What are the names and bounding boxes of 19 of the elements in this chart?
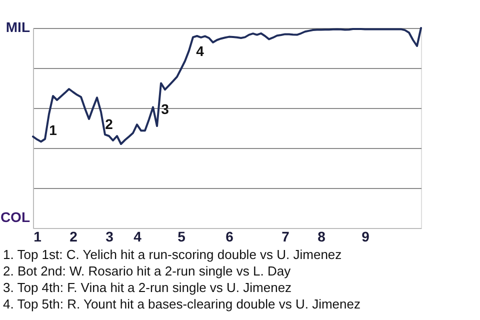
- annotation: 2: [105, 116, 114, 132]
- x-tick-label: 4: [134, 228, 142, 244]
- x-tick-label: 3: [106, 228, 114, 244]
- x-tick-label: 8: [318, 228, 326, 244]
- x-tick-label: 7: [282, 228, 290, 244]
- annotation: 4: [196, 43, 204, 59]
- annotation: 3: [161, 101, 170, 117]
- x-tick-label: 6: [226, 228, 234, 244]
- text: 1. Top 1st: C. Yelich hit a run-scoring double vs U. Jimenez: [3, 247, 342, 262]
- text: MIL: [6, 19, 30, 35]
- x-tick-label: 1: [34, 228, 42, 244]
- annotation: 1: [49, 122, 58, 138]
- text: COL: [0, 209, 30, 225]
- x-tick-label: 5: [178, 228, 186, 244]
- text: 4. Top 5th: R. Yount hit a bases-clearing double vs U. Jimenez: [3, 296, 360, 312]
- x-tick-label: 2: [70, 228, 78, 244]
- x-tick-label: 9: [362, 228, 370, 244]
- text: 2. Bot 2nd: W. Rosario hit a 2-run single vs L. Day: [3, 264, 292, 278]
- text: 3. Top 4th: F. Vina hit a 2-run single vs U. Jimenez: [3, 280, 292, 295]
